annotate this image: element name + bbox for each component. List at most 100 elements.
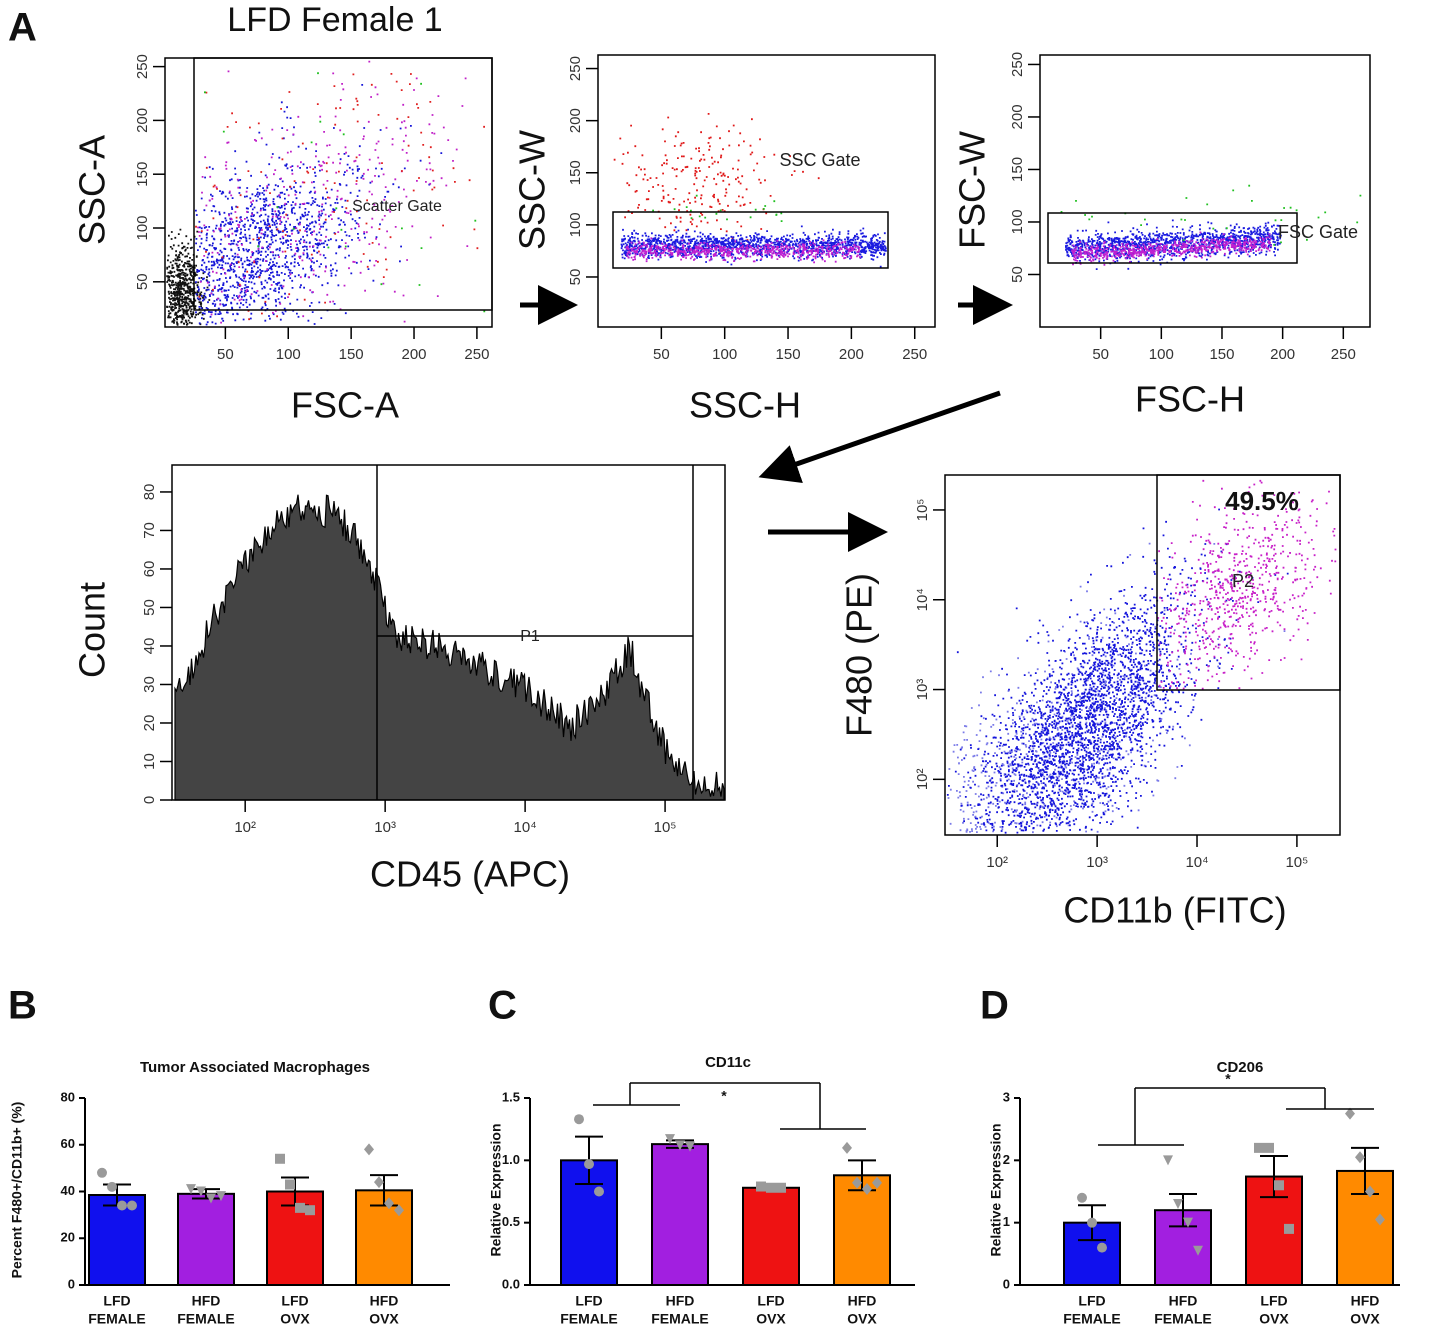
data-point [1193, 1245, 1203, 1256]
chart-title: Tumor Associated Macrophages [140, 1059, 370, 1076]
y-tick-label: 0.0 [502, 1276, 520, 1291]
y-tick-label: 100 [134, 215, 151, 240]
data-point [1274, 1180, 1284, 1191]
y-tick-label: 200 [134, 108, 151, 133]
y-tick-label: 40 [61, 1183, 75, 1198]
data-point [862, 1183, 872, 1196]
y-tick-label: 30 [141, 676, 158, 693]
x-axis-label: CD45 (APC) [370, 854, 570, 895]
data-point [1264, 1142, 1274, 1153]
data-point [305, 1205, 315, 1216]
data-point [1345, 1107, 1355, 1120]
x-tick-label: HFD [370, 1293, 399, 1309]
data-point [196, 1186, 206, 1197]
bar [651, 1143, 709, 1287]
x-tick-label: 10³ [1086, 854, 1108, 871]
x-tick-label: OVX [280, 1311, 310, 1327]
x-tick-label: 10⁵ [654, 819, 677, 836]
x-tick-label: OVX [1350, 1311, 1380, 1327]
error-bar [370, 1174, 398, 1207]
y-tick-label: 70 [141, 522, 158, 539]
x-tick-label: 150 [1209, 346, 1234, 363]
x-tick-label: 200 [839, 346, 864, 363]
data-point [295, 1202, 305, 1213]
data-point [1183, 1217, 1193, 1228]
x-axis-label: CD11b (FITC) [1063, 890, 1286, 931]
x-tick-label: 50 [1092, 346, 1109, 363]
panel-label: D [980, 984, 1009, 1028]
error-bar [1351, 1146, 1379, 1195]
y-tick-label: 10 [141, 753, 158, 770]
gate-percent: 49.5% [1225, 486, 1299, 516]
x-tick-label: LFD [103, 1293, 130, 1309]
x-tick-label: OVX [756, 1311, 786, 1327]
x-tick-label: 100 [712, 346, 737, 363]
data-point [127, 1200, 137, 1211]
bar [833, 1174, 891, 1286]
bar [177, 1192, 235, 1287]
x-tick-label: 200 [402, 346, 427, 363]
x-tick-label: FEMALE [560, 1311, 618, 1327]
error-bar [848, 1159, 876, 1192]
y-tick-label: 10² [914, 768, 931, 790]
error-bar [192, 1188, 220, 1200]
panel-label: A [8, 6, 37, 50]
data-point [364, 1143, 374, 1156]
y-tick-label: 0.5 [502, 1214, 520, 1229]
gate-label: P2 [1232, 571, 1254, 591]
y-tick-label: 3 [1003, 1089, 1010, 1104]
y-tick-label: 150 [134, 162, 151, 187]
x-tick-label: LFD [281, 1293, 308, 1309]
y-axis-label: Relative Expression [488, 1123, 504, 1256]
y-tick-label: 200 [567, 108, 584, 133]
y-tick-label: 20 [141, 715, 158, 732]
arrow [758, 390, 1001, 483]
y-tick-label: 250 [134, 54, 151, 79]
x-tick-label: HFD [666, 1293, 695, 1309]
y-tick-label: 60 [61, 1136, 75, 1151]
y-tick-label: 0 [68, 1276, 75, 1291]
event-dots [1071, 231, 1272, 266]
y-axis-label: F480 (PE) [839, 573, 880, 737]
data-point [117, 1200, 127, 1211]
event-dots [166, 228, 211, 326]
data-point [1355, 1151, 1365, 1164]
chart-title: CD206 [1217, 1059, 1264, 1076]
data-point [675, 1140, 685, 1151]
x-tick-label: 50 [653, 346, 670, 363]
x-tick-label: HFD [848, 1293, 877, 1309]
gate-label: SSC Gate [779, 150, 860, 170]
figure-title: LFD Female 1 [227, 1, 442, 39]
data-point [216, 1191, 226, 1202]
data-point [756, 1181, 766, 1192]
data-point [186, 1184, 196, 1195]
x-tick-label: 250 [902, 346, 927, 363]
y-tick-label: 50 [141, 599, 158, 616]
y-tick-label: 100 [1009, 209, 1026, 234]
x-tick-label: OVX [1259, 1311, 1289, 1327]
x-tick-label: LFD [757, 1293, 784, 1309]
histogram-shape [174, 494, 725, 801]
data-point [97, 1167, 107, 1178]
data-point [872, 1176, 882, 1189]
x-tick-label: 10⁴ [514, 819, 537, 836]
x-tick-label: LFD [1260, 1293, 1287, 1309]
data-point [594, 1186, 604, 1197]
data-point [574, 1114, 584, 1125]
x-axis-label: SSC-H [689, 385, 801, 426]
plot-frame [1039, 54, 1371, 328]
x-tick-label: 10² [986, 854, 1008, 871]
y-tick-label: 10⁴ [914, 588, 931, 611]
data-point [776, 1182, 786, 1193]
x-tick-label: 150 [776, 346, 801, 363]
data-point [584, 1159, 594, 1170]
y-axis-label: SSC-W [512, 130, 553, 250]
x-tick-label: FEMALE [1154, 1311, 1212, 1327]
event-dots [625, 237, 861, 264]
data-point [206, 1193, 216, 1204]
y-tick-label: 40 [141, 638, 158, 655]
gate [193, 57, 493, 311]
y-axis-label: FSC-W [952, 131, 993, 249]
x-tick-label: 150 [339, 346, 364, 363]
data-point [1077, 1192, 1087, 1203]
